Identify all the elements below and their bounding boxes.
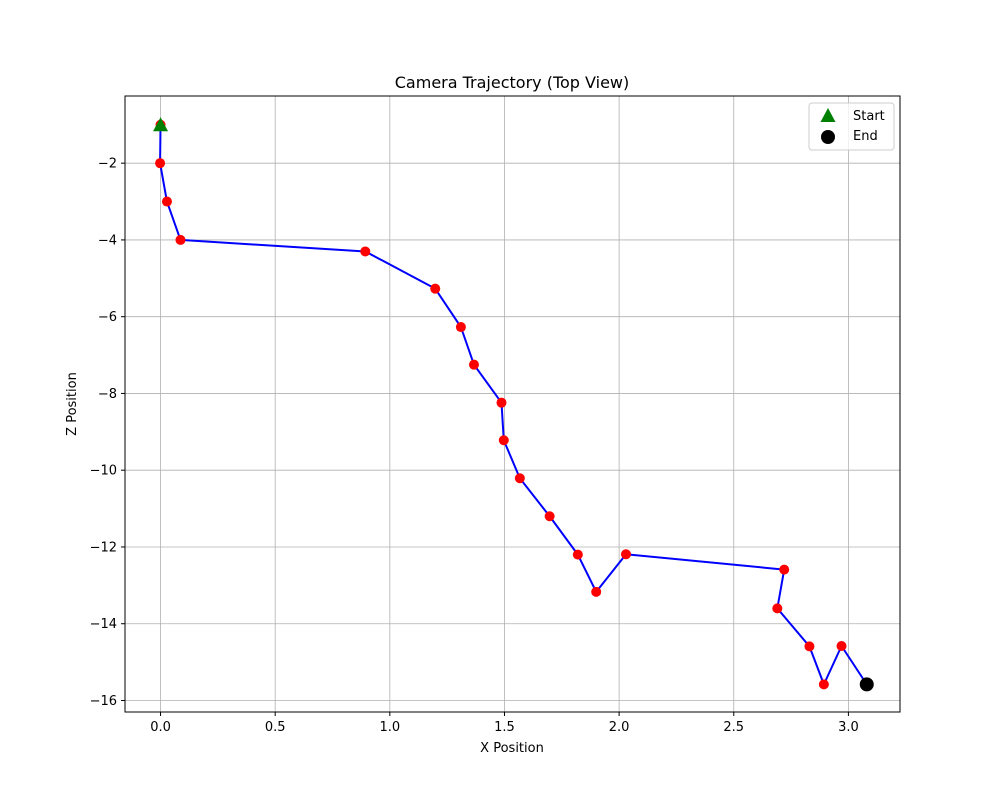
trajectory-point [155, 158, 166, 169]
legend-end-marker [821, 130, 835, 144]
trajectory-point [161, 196, 172, 207]
y-tick-label: −2 [98, 157, 117, 172]
x-tick-label: 2.0 [609, 720, 630, 735]
trajectory-point [360, 246, 371, 257]
trajectory-point [496, 397, 507, 408]
chart-title: Camera Trajectory (Top View) [395, 73, 630, 92]
x-tick-label: 2.5 [723, 720, 744, 735]
end-marker [859, 677, 874, 692]
y-tick-label: −4 [98, 233, 117, 248]
grid-lines [125, 96, 900, 712]
x-tick-label: 1.0 [379, 720, 400, 735]
y-tick-label: −10 [90, 464, 117, 479]
start-marker [153, 117, 169, 132]
trajectory-point [468, 359, 479, 370]
plot-area-frame [124, 95, 901, 713]
trajectory-point [804, 641, 815, 652]
x-tick-label: 1.5 [494, 720, 515, 735]
trajectory-point [772, 603, 783, 614]
legend-start-label: Start [853, 109, 885, 124]
y-tick-label: −14 [90, 617, 117, 632]
trajectory-point [620, 549, 631, 560]
legend: Start End [808, 102, 895, 151]
y-tick-label: −8 [98, 387, 117, 402]
trajectory-point [455, 322, 466, 333]
x-tick-label: 3.0 [838, 720, 859, 735]
trajectory-point [779, 564, 790, 575]
y-axis-label: Z Position [65, 372, 80, 436]
trajectory-point [514, 473, 525, 484]
legend-start-marker [820, 108, 836, 122]
trajectory-point [836, 640, 847, 651]
trajectory-point [572, 549, 583, 560]
trajectory-point [430, 283, 441, 294]
y-tick-label: −16 [90, 694, 117, 709]
y-tick-label: −6 [98, 310, 117, 325]
trajectory-point [498, 435, 509, 446]
trajectory-point [591, 586, 602, 597]
data-layer [153, 117, 874, 692]
x-tick-label: 0.5 [265, 720, 286, 735]
x-axis-label: X Position [480, 741, 544, 756]
trajectory-point [818, 679, 829, 690]
legend-end-label: End [853, 129, 878, 144]
trajectory-point [175, 234, 186, 245]
trajectory-point [544, 511, 555, 522]
x-tick-label: 0.0 [150, 720, 171, 735]
y-tick-label: −12 [90, 540, 117, 555]
axis-ticks: 0.0 0.5 1.0 1.5 2.0 2.5 3.0 −16 −14 −12 −10 −8 −6 −4 −… [90, 157, 859, 735]
